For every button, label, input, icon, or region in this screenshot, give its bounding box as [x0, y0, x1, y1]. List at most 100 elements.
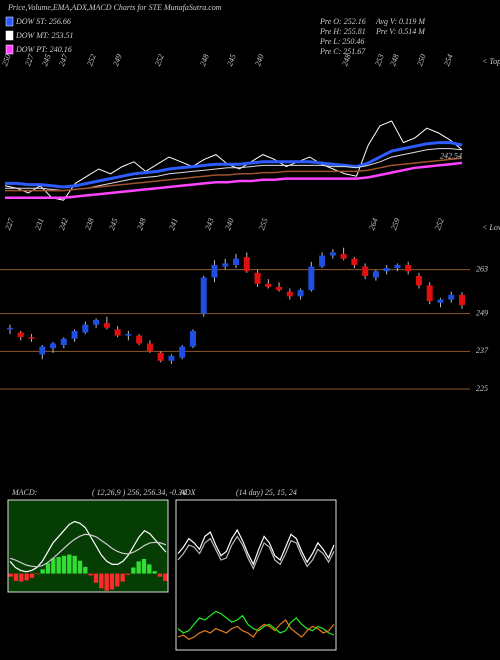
candle-body: [211, 264, 218, 278]
stat: Pre C: 251.67: [319, 47, 366, 56]
ema-line: [4, 120, 463, 201]
trough-label: 242: [57, 217, 70, 231]
histogram-bar: [147, 564, 152, 574]
candle-body: [103, 323, 110, 328]
stat: Pre H: 255.81: [319, 27, 366, 36]
candle-body: [157, 352, 164, 361]
y-tick-label: 225: [476, 384, 488, 393]
stat: Pre V: 0.514 M: [375, 27, 426, 36]
trough-label: 245: [107, 217, 120, 231]
candle-body: [415, 275, 422, 286]
legend-swatch: [5, 16, 14, 27]
candle-body: [200, 277, 207, 314]
candle-body: [405, 264, 412, 272]
ema-line: [5, 161, 463, 200]
tops-note: < Tops: [482, 57, 500, 66]
histogram-bar: [35, 573, 40, 575]
candle-body: [136, 335, 143, 344]
stat: Pre O: 252.16: [319, 17, 366, 26]
candle-body: [426, 285, 433, 302]
legend-swatch: [5, 44, 14, 55]
candle-body: [329, 252, 336, 256]
histogram-bar: [77, 560, 83, 574]
candle-body: [340, 253, 347, 259]
trough-label: 240: [223, 217, 236, 231]
trough-label: 264: [367, 217, 380, 231]
peak-label: 247: [57, 52, 70, 67]
trough-label: 259: [389, 217, 402, 231]
histogram-bar: [51, 558, 56, 574]
peak-label: 227: [23, 52, 36, 67]
candle-body: [265, 283, 272, 287]
histogram-bar: [19, 573, 24, 582]
candle-body: [50, 343, 57, 349]
last-value-label: 242.54: [440, 152, 462, 161]
histogram-bar: [136, 561, 141, 574]
y-tick-label: 237: [476, 346, 489, 355]
peak-label: 254: [442, 53, 455, 67]
adx-line: [177, 610, 335, 636]
trough-label: 227: [3, 216, 16, 231]
histogram-bar: [163, 573, 168, 581]
candle-body: [222, 263, 229, 267]
histogram-bar: [115, 573, 120, 587]
chart-title: Price,Volume,EMA,ADX,MACD Charts for STE…: [7, 3, 222, 12]
peak-label: 248: [340, 53, 353, 67]
y-tick-label: 249: [476, 308, 488, 317]
peak-label: 240: [253, 53, 266, 67]
stat: Avg V: 0.119 M: [375, 17, 426, 26]
adx-line: [177, 528, 335, 566]
candle-body: [437, 299, 444, 303]
candle-body: [254, 272, 261, 284]
histogram-bar: [104, 573, 109, 591]
legend-label: DOW PT: 240.16: [15, 45, 72, 54]
candle-body: [448, 294, 455, 300]
candle-body: [82, 324, 89, 333]
adx-line: [177, 619, 335, 640]
candle-body: [179, 346, 186, 358]
candle-body: [459, 294, 465, 306]
candle-body: [60, 338, 67, 346]
histogram-bar: [72, 555, 77, 574]
legend-label: DOW ST: 256.66: [15, 17, 71, 26]
candle-body: [7, 327, 13, 330]
histogram-bar: [13, 573, 19, 581]
legend-swatch: [5, 30, 14, 41]
adx-subtitle: (14 day) 25, 15, 24: [236, 488, 297, 497]
candle-body: [189, 330, 196, 347]
histogram-bar: [67, 554, 72, 574]
candle-body: [372, 271, 379, 278]
histogram-bar: [45, 563, 51, 574]
macd-title: MACD:: [11, 488, 38, 497]
candle-body: [362, 266, 369, 276]
histogram-bar: [88, 573, 93, 576]
peak-label: 250: [415, 53, 428, 67]
histogram-bar: [24, 573, 29, 581]
candle-body: [39, 346, 46, 355]
ema-line: [5, 141, 463, 189]
candle-body: [351, 258, 358, 265]
trough-label: 238: [83, 217, 96, 231]
histogram-bar: [29, 573, 35, 578]
peak-label: 248: [198, 53, 211, 67]
peak-label: 250: [0, 53, 13, 67]
ema-line: [5, 157, 463, 192]
candle-body: [17, 332, 24, 338]
candle-body: [319, 255, 326, 267]
trough-label: 243: [203, 217, 216, 231]
candle-body: [146, 343, 153, 352]
peak-label: 252: [85, 53, 98, 67]
peak-label: 253: [373, 53, 386, 67]
histogram-bar: [40, 569, 45, 574]
adx-line: [177, 535, 335, 571]
candle-body: [297, 290, 304, 297]
adx-title: ADX: [179, 488, 197, 497]
macd-line: [9, 520, 167, 573]
macd-subtitle: ( 12,26,9 ) 256, 256.34, -0.34: [92, 488, 186, 497]
adx-panel: [175, 499, 337, 651]
peak-label: 248: [388, 53, 401, 67]
trough-label: 231: [33, 217, 46, 231]
histogram-bar: [61, 555, 67, 574]
histogram-bar: [131, 567, 136, 574]
